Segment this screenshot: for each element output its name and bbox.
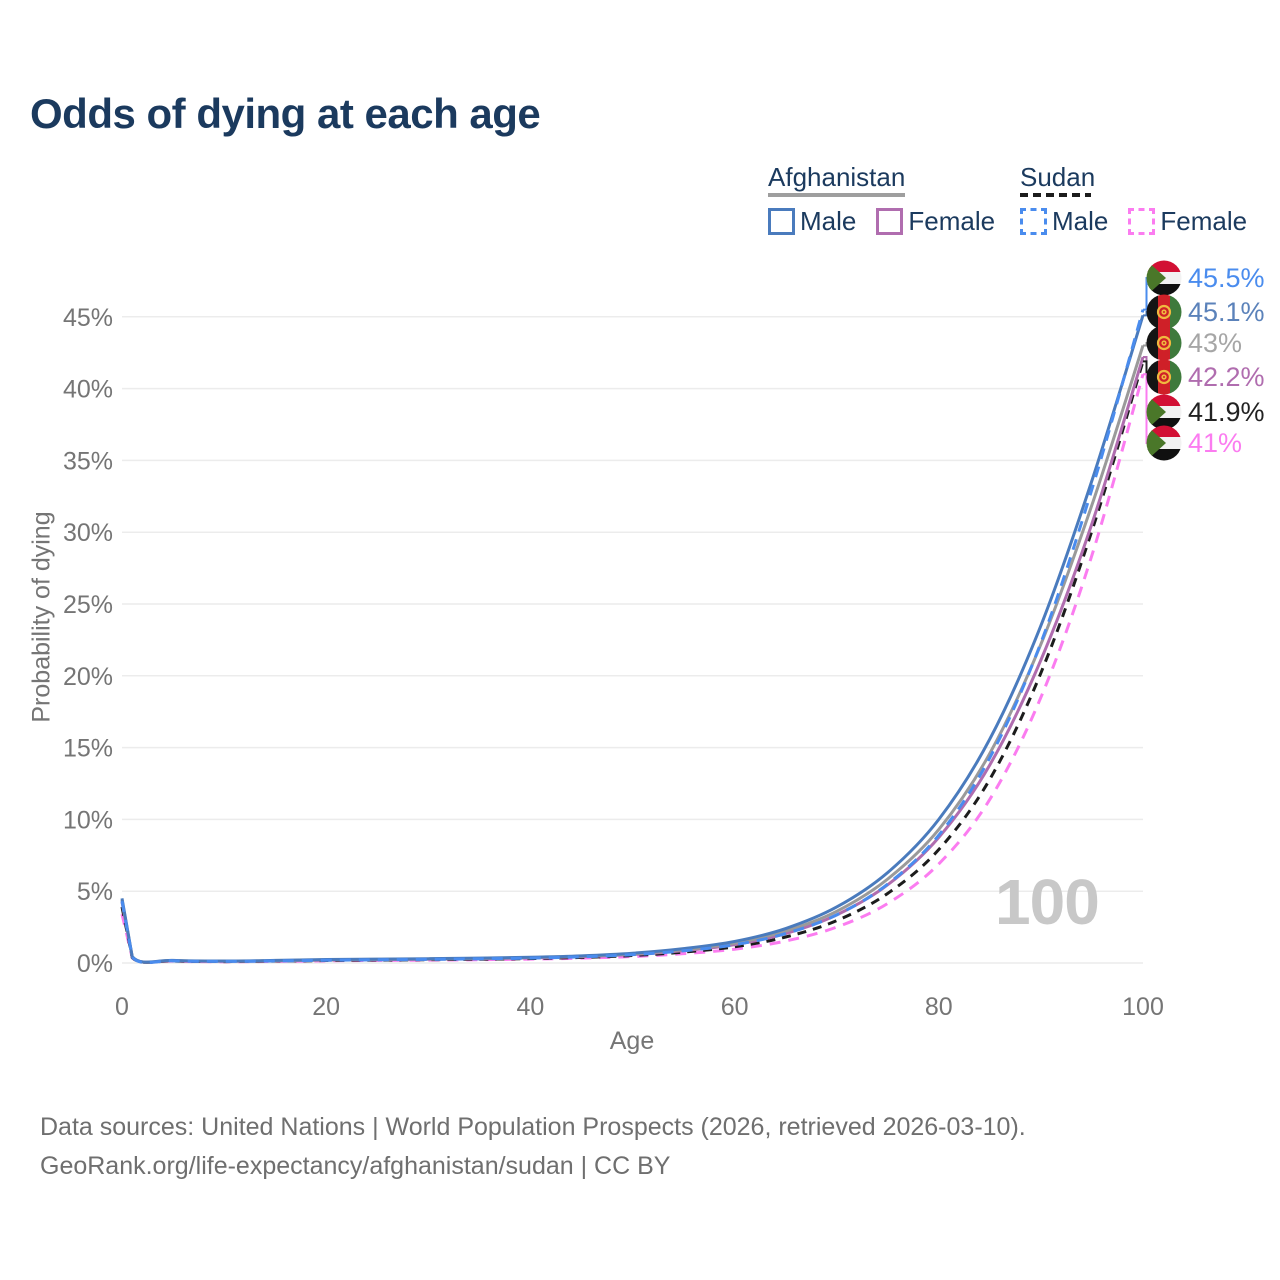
sudan-female-swatch-icon xyxy=(1128,208,1156,235)
end-label-sudan-both: 41.9% xyxy=(1146,394,1265,430)
x-tick-label: 100 xyxy=(1122,993,1164,1021)
legend-label: Female xyxy=(908,206,996,236)
end-label-afghanistan-female: 42.2% xyxy=(1146,359,1265,395)
sudan-flag-icon xyxy=(1146,260,1182,296)
legend-group-afghanistan: Afghanistan Male Female xyxy=(768,163,1015,237)
afghanistan-flag-icon xyxy=(1146,359,1182,395)
source-url-line: GeoRank.org/life-expectancy/afghanistan/… xyxy=(40,1152,671,1180)
afghanistan-female-swatch-icon xyxy=(876,208,904,235)
sudan-male-swatch-icon xyxy=(1020,208,1047,235)
legend-label: Male xyxy=(1052,206,1109,236)
end-value: 43% xyxy=(1188,327,1243,358)
end-value: 45.1% xyxy=(1188,296,1265,327)
end-label-sudan-female: 41% xyxy=(1146,425,1242,461)
series-line-afghanistan-female[interactable] xyxy=(120,356,1145,964)
series-line-sudan[interactable] xyxy=(120,360,1145,964)
y-tick-label: 20% xyxy=(63,663,113,691)
data-sources-line: Data sources: United Nations | World Pop… xyxy=(40,1113,1026,1141)
end-label-afghanistan-male: 45.1% xyxy=(1146,294,1265,330)
footer-attribution: Data sources: United Nations | World Pop… xyxy=(40,1108,1026,1186)
series-line-sudan-female[interactable] xyxy=(120,373,1145,964)
end-value: 42.2% xyxy=(1188,361,1265,392)
x-tick-label: 20 xyxy=(312,993,340,1021)
series-line-afghanistan[interactable] xyxy=(120,345,1145,964)
legend-country-afghanistan: Afghanistan xyxy=(768,162,906,192)
sudan-flag-icon xyxy=(1146,425,1182,461)
y-tick-label: 5% xyxy=(77,878,113,906)
y-tick-label: 35% xyxy=(63,447,113,475)
legend-item-sudan-female[interactable]: Female xyxy=(1128,206,1247,237)
legend-item-afghanistan-male[interactable]: Male xyxy=(768,206,856,237)
y-tick-label: 10% xyxy=(63,806,113,834)
sudan-dashed-line-sample xyxy=(1020,193,1091,197)
hover-age-watermark: 100 xyxy=(995,866,1100,938)
legend-label: Male xyxy=(800,206,857,236)
legend-group-sudan: Sudan Male Female xyxy=(1020,163,1267,237)
y-tick-label: 40% xyxy=(63,376,113,404)
legend-item-sudan-male[interactable]: Male xyxy=(1020,206,1108,237)
afghanistan-solid-line-sample xyxy=(768,193,905,197)
y-tick-label: 25% xyxy=(63,591,113,619)
legend-country-sudan: Sudan xyxy=(1020,162,1096,192)
end-value: 41% xyxy=(1188,427,1243,458)
y-tick-label: 0% xyxy=(77,950,113,978)
series-line-afghanistan-male[interactable] xyxy=(120,314,1145,964)
afghanistan-male-swatch-icon xyxy=(768,208,795,235)
sudan-flag-icon xyxy=(1146,394,1182,430)
afghanistan-flag-icon xyxy=(1146,294,1182,330)
series-line-sudan-male[interactable] xyxy=(120,309,1145,965)
legend-item-afghanistan-female[interactable]: Female xyxy=(876,206,995,237)
x-tick-label: 40 xyxy=(516,993,544,1021)
y-tick-label: 45% xyxy=(63,304,113,332)
end-label-afghanistan-both: 43% xyxy=(1146,325,1242,361)
legend-label: Female xyxy=(1160,206,1248,236)
y-axis-title: Probability of dying xyxy=(27,511,56,723)
end-label-sudan-male: 45.5% xyxy=(1146,260,1265,296)
y-tick-label: 30% xyxy=(63,519,113,547)
x-tick-label: 60 xyxy=(721,993,749,1021)
chart-title: Odds of dying at each age xyxy=(30,90,541,137)
y-tick-label: 15% xyxy=(63,735,113,763)
x-tick-label: 80 xyxy=(925,993,953,1021)
end-value: 41.9% xyxy=(1188,396,1265,427)
end-value: 45.5% xyxy=(1188,262,1265,293)
afghanistan-flag-icon xyxy=(1146,325,1182,361)
x-axis-title: Age xyxy=(609,1027,655,1055)
x-tick-label: 0 xyxy=(115,993,129,1021)
